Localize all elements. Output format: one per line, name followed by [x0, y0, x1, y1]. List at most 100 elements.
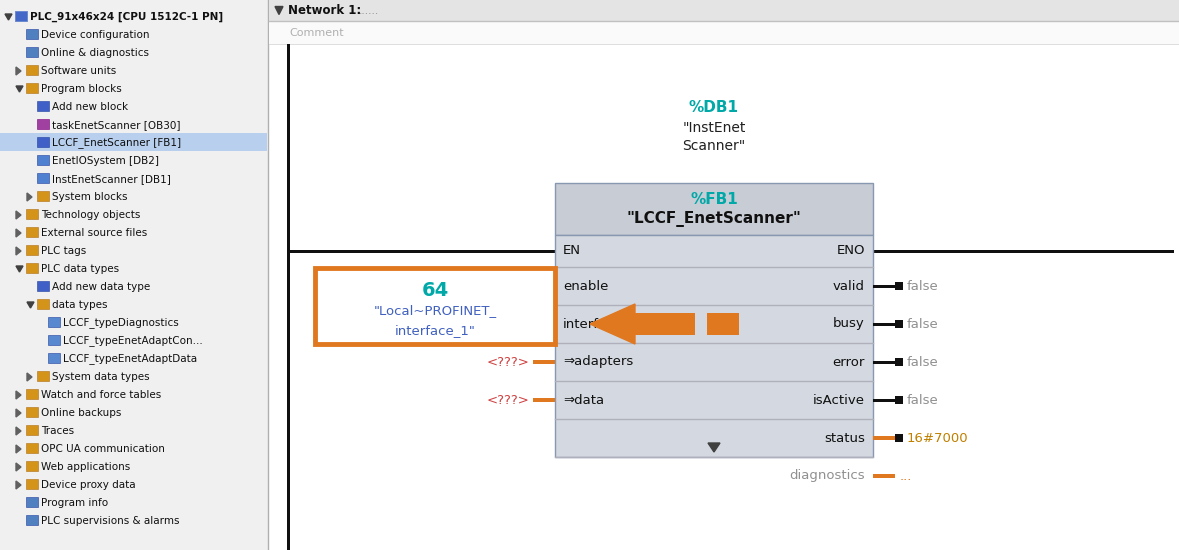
Text: Scanner": Scanner": [683, 139, 745, 153]
Polygon shape: [17, 409, 21, 417]
Polygon shape: [17, 86, 24, 92]
Text: OPC UA communication: OPC UA communication: [41, 444, 165, 454]
Bar: [269, 0, 1179, 550]
Polygon shape: [17, 481, 21, 489]
Bar: [37, 137, 50, 147]
Text: false: false: [907, 317, 938, 331]
Text: Add new block: Add new block: [52, 102, 129, 112]
Polygon shape: [5, 14, 12, 20]
Text: Program blocks: Program blocks: [41, 84, 121, 94]
Bar: [48, 335, 60, 345]
Polygon shape: [590, 304, 635, 344]
Bar: [872, 322, 895, 326]
Text: System data types: System data types: [52, 372, 150, 382]
Bar: [0, 0, 268, 550]
Text: EnetIOSystem [DB2]: EnetIOSystem [DB2]: [52, 156, 159, 166]
Text: EN: EN: [564, 245, 581, 257]
Bar: [26, 461, 38, 471]
Bar: [37, 299, 50, 309]
Text: Online backups: Online backups: [41, 408, 121, 418]
Text: Watch and force tables: Watch and force tables: [41, 390, 162, 400]
Bar: [26, 515, 38, 525]
Text: 64: 64: [421, 280, 449, 300]
Bar: [26, 479, 38, 489]
Bar: [26, 389, 38, 399]
Bar: [26, 425, 38, 435]
Polygon shape: [709, 443, 720, 452]
Text: External source files: External source files: [41, 228, 147, 238]
Text: interface_1": interface_1": [395, 324, 475, 338]
Bar: [290, 250, 555, 252]
Bar: [0, 133, 266, 151]
Text: LCCF_typeEnetAdaptCon...: LCCF_typeEnetAdaptCon...: [62, 336, 203, 346]
Bar: [635, 313, 694, 335]
Text: ......: ......: [358, 6, 380, 15]
Text: ENO: ENO: [836, 245, 865, 257]
Bar: [269, 0, 1179, 21]
Text: PLC data types: PLC data types: [41, 264, 119, 274]
Text: diagnostics: diagnostics: [790, 470, 865, 482]
Polygon shape: [17, 211, 21, 219]
Bar: [26, 443, 38, 453]
Bar: [15, 11, 27, 21]
Text: %DB1: %DB1: [689, 101, 739, 115]
Polygon shape: [275, 7, 283, 14]
Polygon shape: [27, 193, 32, 201]
Polygon shape: [17, 427, 21, 435]
Text: data types: data types: [52, 300, 107, 310]
Bar: [26, 263, 38, 273]
Bar: [26, 227, 38, 237]
Bar: [48, 317, 60, 327]
Bar: [37, 281, 50, 291]
Text: error: error: [832, 355, 865, 368]
Polygon shape: [17, 445, 21, 453]
Text: ⇒data: ⇒data: [564, 393, 604, 406]
Text: busy: busy: [834, 317, 865, 331]
Text: interface: interface: [564, 317, 623, 331]
Bar: [872, 250, 1174, 252]
Text: status: status: [824, 432, 865, 444]
Bar: [26, 29, 38, 39]
Bar: [555, 183, 872, 235]
Bar: [872, 284, 895, 288]
Bar: [37, 173, 50, 183]
Bar: [37, 101, 50, 111]
Bar: [872, 474, 895, 478]
Text: InstEnetScanner [DB1]: InstEnetScanner [DB1]: [52, 174, 171, 184]
Text: Online & diagnostics: Online & diagnostics: [41, 48, 149, 58]
Bar: [26, 83, 38, 93]
Bar: [269, 21, 1179, 44]
Text: isActive: isActive: [814, 393, 865, 406]
Text: <???>: <???>: [487, 393, 531, 406]
Text: Comment: Comment: [289, 28, 343, 37]
Text: Network 1:: Network 1:: [288, 4, 361, 17]
Bar: [555, 235, 872, 457]
Bar: [872, 360, 895, 364]
Text: <???>: <???>: [487, 355, 531, 368]
Text: PLC supervisions & alarms: PLC supervisions & alarms: [41, 516, 179, 526]
Bar: [26, 497, 38, 507]
Text: LCCF_typeDiagnostics: LCCF_typeDiagnostics: [62, 317, 179, 328]
Text: "InstEnet: "InstEnet: [683, 121, 745, 135]
Bar: [872, 436, 895, 440]
Bar: [872, 437, 895, 439]
Bar: [895, 396, 903, 404]
Text: 16#7000: 16#7000: [907, 432, 969, 444]
Polygon shape: [17, 266, 24, 272]
Bar: [895, 320, 903, 328]
Bar: [533, 398, 555, 402]
Text: LCCF_EnetScanner [FB1]: LCCF_EnetScanner [FB1]: [52, 138, 182, 148]
Bar: [872, 399, 895, 402]
Polygon shape: [17, 391, 21, 399]
Bar: [37, 155, 50, 165]
Bar: [286, 44, 290, 550]
Bar: [26, 65, 38, 75]
Polygon shape: [17, 67, 21, 75]
Bar: [533, 360, 555, 364]
Bar: [895, 282, 903, 290]
Text: Web applications: Web applications: [41, 462, 130, 472]
Bar: [26, 407, 38, 417]
Text: false: false: [907, 279, 938, 293]
Text: ⇒adapters: ⇒adapters: [564, 355, 633, 368]
Text: Add new data type: Add new data type: [52, 282, 150, 292]
